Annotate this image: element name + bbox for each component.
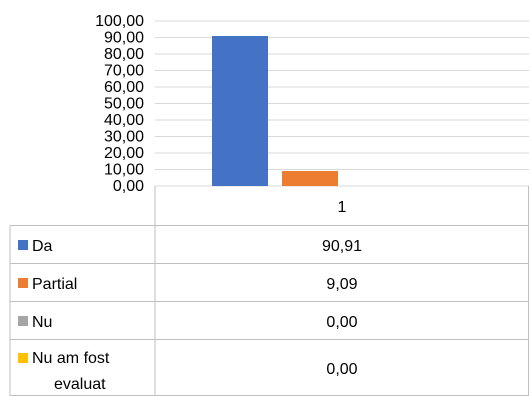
legend-label-continued: evaluat xyxy=(54,376,106,393)
legend-label: Nu am fost xyxy=(32,350,110,367)
data-label: 90,91 xyxy=(322,238,362,255)
y-tick-label: 70,00 xyxy=(104,63,144,80)
y-tick-label: 100,00 xyxy=(95,13,144,30)
bars xyxy=(212,35,338,186)
legend-swatch xyxy=(18,353,28,363)
legend-label: Partial xyxy=(32,276,77,293)
legend-swatch xyxy=(18,316,28,326)
data-label: 9,09 xyxy=(326,276,357,293)
y-tick-label: 80,00 xyxy=(104,46,144,63)
data-label: 0,00 xyxy=(326,314,357,331)
y-tick-label: 40,00 xyxy=(104,112,144,129)
y-tick-label: 0,00 xyxy=(113,178,144,195)
legend-label: Da xyxy=(32,238,53,255)
data-table: 1 Da 90,91 Partial 9,09 Nu 0,00 Nu am fost evalu… xyxy=(9,186,529,396)
legend-swatch xyxy=(18,240,28,250)
legend-label: Nu xyxy=(32,314,52,331)
y-tick-label: 90,00 xyxy=(104,30,144,47)
y-axis-tick-labels: 0,0010,0020,0030,0040,0050,0060,0070,008… xyxy=(95,13,144,195)
category-label: 1 xyxy=(338,199,347,216)
y-tick-label: 20,00 xyxy=(104,145,144,162)
y-tick-label: 10,00 xyxy=(104,162,144,179)
gridlines xyxy=(155,20,529,187)
data-label: 0,00 xyxy=(326,361,357,378)
legend-swatch xyxy=(18,278,28,288)
y-tick-label: 60,00 xyxy=(104,79,144,96)
bar-partial xyxy=(282,171,338,186)
y-tick-label: 50,00 xyxy=(104,96,144,113)
bar-da xyxy=(212,35,268,186)
y-tick-label: 30,00 xyxy=(104,129,144,146)
